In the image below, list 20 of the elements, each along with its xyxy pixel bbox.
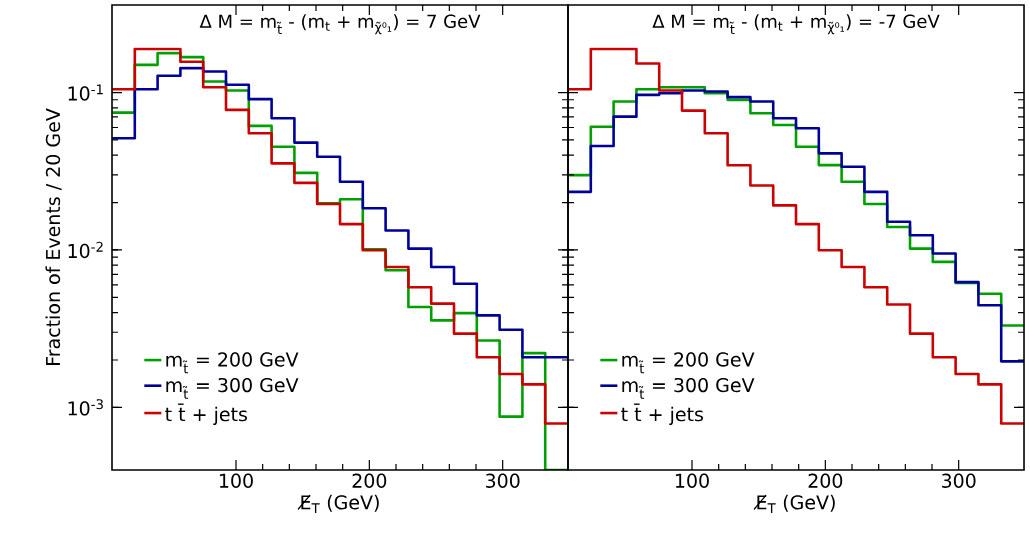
text: Δ M = m$_{t̃}$ - (m$_{t}$ + m$_{χ̃⁰₁}$) = -7 GeV bbox=[652, 14, 940, 35]
legend-label: m$_{t̃}$ = 300 GeV bbox=[622, 377, 755, 399]
x-axis-title: E̸$_{T}$ (GeV) bbox=[753, 494, 835, 513]
x-tick-label: 100 bbox=[675, 473, 709, 488]
y-tick-label: 10$^{-3}$ bbox=[68, 399, 103, 416]
y-tick-label: 10$^{-1}$ bbox=[68, 84, 103, 101]
legend-label: m$_{t̃}$ = 200 GeV bbox=[622, 352, 755, 374]
x-tick-label: 300 bbox=[941, 473, 976, 488]
legend-label: t t̄ + jets bbox=[621, 403, 703, 426]
y-axis-title: Fraction of Events / 20 GeV bbox=[45, 108, 62, 365]
x-tick-label: 200 bbox=[808, 473, 843, 488]
text: Δ M = m$_{t̃}$ - (m$_{t}$ + m$_{χ̃⁰₁}$) = 7 GeV bbox=[199, 14, 481, 35]
x-tick-label: 200 bbox=[352, 473, 387, 488]
legend-label: m$_{t̃}$ = 300 GeV bbox=[166, 377, 299, 399]
legend-label: m$_{t̃}$ = 200 GeV bbox=[166, 352, 299, 374]
y-tick-label: 10$^{-2}$ bbox=[68, 241, 103, 259]
x-tick-label: 100 bbox=[219, 473, 253, 488]
legend-label: t t̄ + jets bbox=[165, 403, 247, 426]
x-tick-label: 300 bbox=[485, 473, 520, 488]
x-axis-title: E̸$_{T}$ (GeV) bbox=[297, 494, 379, 513]
